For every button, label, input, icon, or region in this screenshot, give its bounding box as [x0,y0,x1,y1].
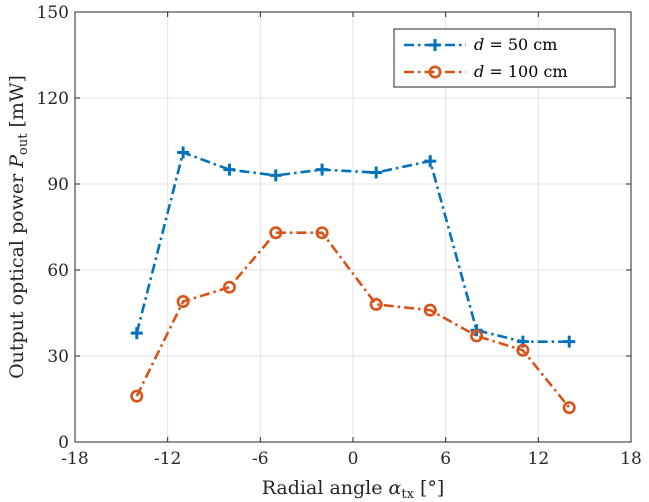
data-point [269,169,282,182]
legend-marker-d50 [429,39,441,51]
y-tick-label: 30 [47,347,69,367]
data-point [315,226,329,240]
data-point [316,163,329,176]
data-point [370,166,383,179]
data-point [562,401,576,415]
data-point [269,226,283,240]
data-point [222,280,236,294]
data-point [424,155,437,168]
legend: d = 50 cm d = 100 cm [393,28,616,88]
axis-ticks: -18 -12 -6 0 6 12 18 0 30 60 90 120 150 [37,3,642,469]
data-point [177,146,190,159]
y-tick-label: 90 [47,175,69,195]
data-point [223,163,236,176]
data-point [423,303,437,317]
legend-label-d100: d = 100 cm [474,62,568,81]
legend-label-d50: d = 50 cm [474,35,557,54]
x-tick-label: 0 [348,449,359,469]
data-point [563,335,576,348]
x-tick-label: -12 [154,449,181,469]
x-tick-label: 6 [440,449,451,469]
x-tick-label: -6 [252,449,269,469]
data-point [176,295,190,309]
series-layer [130,146,576,415]
data-point [130,389,144,403]
data-point [470,329,484,343]
x-axis-title: Radial angle αtx [°] [262,477,445,502]
x-tick-label: 12 [528,449,550,469]
series-line [135,151,570,343]
legend-box [393,28,616,88]
series-line [135,231,571,409]
data-point [369,297,383,311]
y-tick-label: 150 [37,3,69,23]
x-tick-label: -18 [61,449,88,469]
y-axis-title: Output optical power Pout [mW] [6,75,31,379]
series-d50 [130,146,576,348]
data-point [130,327,143,340]
y-tick-label: 0 [58,433,69,453]
y-tick-label: 60 [47,261,69,281]
data-point [516,343,530,357]
x-tick-label: 18 [620,449,642,469]
series-d100 [130,226,576,415]
legend-marker-d100 [428,65,442,79]
y-tick-label: 120 [37,89,69,109]
